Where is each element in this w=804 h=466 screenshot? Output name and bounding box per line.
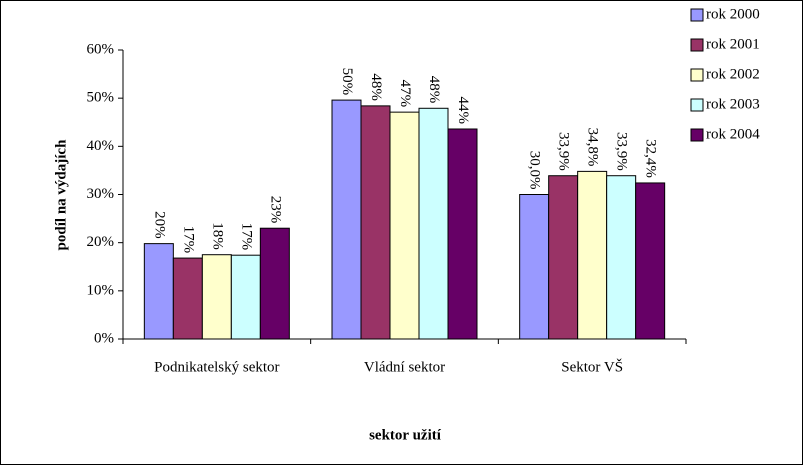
y-tick-label: 30%: [87, 186, 115, 202]
bar: [143, 243, 174, 340]
legend-swatch: [690, 128, 704, 142]
bar: [577, 170, 608, 340]
legend-label: rok 2000: [706, 6, 760, 22]
legend-label: rok 2003: [706, 96, 760, 112]
bar: [172, 257, 203, 340]
value-label: 34,8%: [585, 128, 601, 167]
value-label: 48%: [368, 73, 384, 101]
bar: [389, 111, 420, 340]
value-label: 33,9%: [556, 132, 572, 171]
value-label: 17%: [238, 223, 254, 251]
value-label: 47%: [397, 80, 413, 108]
value-label: 23%: [267, 196, 283, 224]
bar: [418, 107, 449, 340]
x-tick-label: Vládní sektor: [364, 359, 445, 375]
bar: [201, 254, 232, 340]
value-label: 20%: [151, 211, 167, 239]
bar: [230, 254, 261, 340]
value-label: 32,4%: [643, 139, 659, 178]
y-tick-label: 20%: [87, 234, 115, 250]
legend-label: rok 2004: [706, 126, 760, 142]
y-tick-label: 60%: [87, 41, 115, 57]
legend-label: rok 2002: [706, 66, 760, 82]
legend-swatch: [690, 8, 704, 22]
legend-swatch: [690, 98, 704, 112]
value-label: 50%: [339, 68, 355, 96]
y-tick-label: 0%: [94, 330, 114, 346]
value-label: 18%: [209, 222, 225, 250]
legend-swatch: [690, 68, 704, 82]
bar: [447, 128, 478, 340]
x-axis-label: sektor užití: [369, 427, 442, 443]
bar: [548, 175, 579, 340]
bar: [606, 175, 637, 340]
y-tick-label: 50%: [87, 90, 115, 106]
value-label: 17%: [180, 226, 196, 254]
y-axis-label: podíl na výdajích: [53, 139, 69, 251]
x-tick-label: Podnikatelský sektor: [154, 359, 279, 375]
y-tick-label: 10%: [87, 282, 115, 298]
bar: [259, 227, 290, 340]
legend-swatch: [690, 38, 704, 52]
y-tick-label: 40%: [87, 138, 115, 154]
legend-label: rok 2001: [706, 36, 760, 52]
value-label: 48%: [426, 76, 442, 104]
bar: [331, 99, 362, 340]
bar: [519, 194, 550, 340]
value-label: 44%: [455, 96, 471, 124]
bar: [360, 105, 391, 340]
value-label: 33,9%: [614, 132, 630, 171]
x-tick-label: Sektor VŠ: [561, 358, 623, 375]
value-label: 30,0%: [527, 151, 543, 190]
bar: [635, 182, 666, 340]
